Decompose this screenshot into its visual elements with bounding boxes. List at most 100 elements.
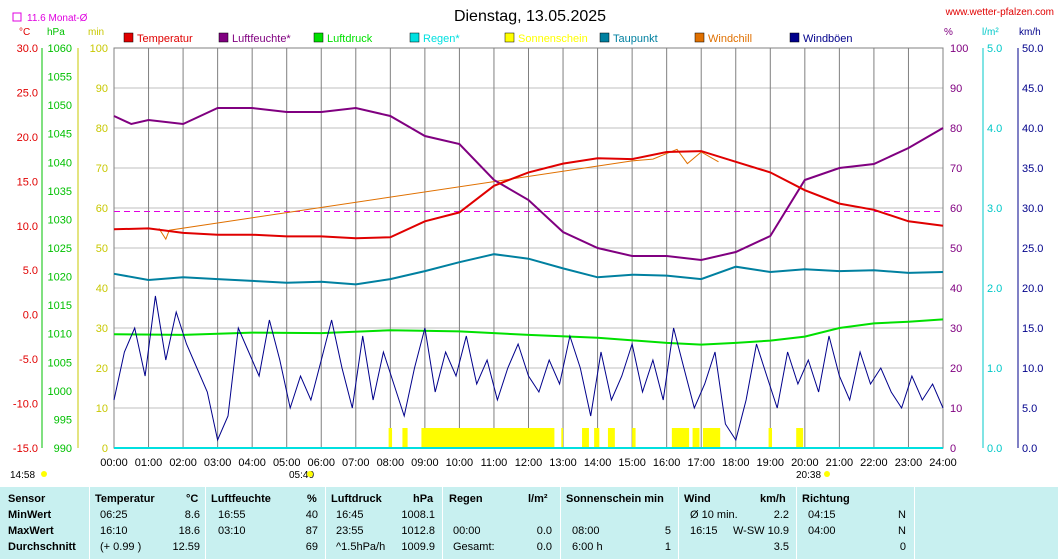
- stats-cell-press-time: 16:45: [336, 509, 364, 521]
- column-divider: [205, 487, 206, 559]
- stats-cell-label: MinWert: [8, 509, 52, 521]
- stats-cell-sun-time: 08:00: [572, 525, 600, 537]
- site-link[interactable]: www.wetter-pfalzen.com: [945, 7, 1054, 18]
- stats-cell-hum-val: 40: [305, 509, 318, 521]
- legend-label-regen: Regen*: [423, 33, 460, 45]
- stats-cell-rain-val: 0.0: [536, 541, 552, 553]
- sunshine-bar: [561, 428, 564, 448]
- kmh-tick-label: 20.0: [1022, 283, 1043, 295]
- kmh-tick-label: 35.0: [1022, 163, 1043, 175]
- temp-tick-label: -10.0: [13, 399, 38, 411]
- legend-swatch-windboeen: [789, 32, 800, 43]
- sunshine-bar: [402, 428, 408, 448]
- min-tick-label: 40: [96, 283, 108, 295]
- stats-cell-rain-time: Gesamt:: [453, 541, 495, 553]
- percent-tick-label: 10: [950, 403, 962, 415]
- temp-tick-label: 0.0: [23, 310, 38, 322]
- axis-unit-min: min: [88, 27, 104, 38]
- percent-tick-label: 0: [950, 443, 956, 455]
- stats-cell-press-val: 1008.1: [401, 509, 435, 521]
- stats-cell-dir-time: 04:15: [808, 509, 836, 521]
- header-wind-unit: km/h: [760, 493, 786, 505]
- temp-tick-label: -15.0: [13, 443, 38, 455]
- hpa-tick-label: 995: [54, 414, 72, 426]
- sunshine-bar: [594, 428, 600, 448]
- min-tick-label: 50: [96, 243, 108, 255]
- month-avg-label: 11.6 Monat-Ø: [27, 13, 88, 24]
- stats-cell-temp-time: 06:25: [100, 509, 128, 521]
- sunshine-bar: [582, 428, 589, 448]
- stats-cell-sun-val: 5: [664, 525, 671, 537]
- stats-cell-wind-time: Ø 10 min.: [690, 509, 738, 521]
- lm2-tick-label: 3.0: [987, 203, 1002, 215]
- percent-tick-label: 100: [950, 43, 968, 55]
- kmh-tick-label: 25.0: [1022, 243, 1043, 255]
- month-avg-marker-icon: [12, 12, 22, 22]
- x-tick-label: 11:00: [481, 457, 508, 469]
- hpa-tick-label: 1000: [48, 386, 72, 398]
- kmh-tick-label: 40.0: [1022, 123, 1043, 135]
- legend-swatch-taupunkt: [599, 32, 610, 43]
- legend-label-windboeen: Windböen: [803, 33, 853, 45]
- hpa-tick-label: 1040: [48, 157, 72, 169]
- hpa-tick-label: 1030: [48, 214, 72, 226]
- stats-cell-wind-val: W-SW 10.9: [732, 525, 789, 537]
- legend-label-windchill: Windchill: [708, 33, 752, 45]
- header-luftfeuchte-unit: %: [307, 493, 317, 505]
- x-tick-label: 10:00: [446, 457, 474, 469]
- header-sonnenschein: Sonnenschein min: [566, 493, 664, 505]
- x-tick-label: 21:00: [826, 457, 854, 469]
- stats-cell-sun-val: 1: [664, 541, 671, 553]
- column-divider: [442, 487, 443, 559]
- header-temperatur: Temperatur: [95, 493, 155, 505]
- series-line-taupunkt: [113, 253, 944, 286]
- stats-cell-hum-time: 03:10: [218, 525, 246, 537]
- stats-cell-label: Durchschnitt: [8, 541, 76, 553]
- legend-label-taupunkt: Taupunkt: [613, 33, 658, 45]
- column-divider: [325, 487, 326, 559]
- x-tick-label: 00:00: [100, 457, 128, 469]
- sunshine-bar: [702, 428, 721, 448]
- x-tick-label: 18:00: [722, 457, 750, 469]
- x-tick-label: 05:00: [273, 457, 301, 469]
- legend-swatch-temperatur: [123, 32, 134, 43]
- x-tick-label: 08:00: [377, 457, 405, 469]
- sunshine-bars: [388, 428, 804, 448]
- hpa-tick-label: 1050: [48, 100, 72, 112]
- header-temperatur-unit: °C: [186, 493, 199, 505]
- legend-swatch-luftfeuchte: [218, 32, 229, 43]
- percent-tick-label: 40: [950, 283, 962, 295]
- stats-cell-dir-val: N: [898, 509, 906, 521]
- x-tick-label: 14:00: [584, 457, 612, 469]
- temp-tick-label: 20.0: [17, 132, 38, 144]
- stats-cell-dir-val: N: [898, 525, 906, 537]
- chart-legend: Temperatur Luftfeuchte* Luftdruck Regen* Son…: [123, 32, 853, 45]
- stats-cell-wind-val: 3.5: [773, 541, 789, 553]
- min-tick-label: 10: [96, 403, 108, 415]
- axis-unit-hpa: hPa: [47, 27, 65, 38]
- series-line-luftfeuchte: [113, 106, 944, 262]
- legend-label-luftfeuchte: Luftfeuchte*: [232, 33, 291, 45]
- sunrise-time: 05:40: [289, 470, 314, 481]
- axis-unit-temp: °C: [19, 27, 30, 38]
- sunshine-bar: [421, 428, 555, 448]
- temp-tick-label: 25.0: [17, 87, 38, 99]
- stats-cell-wind-time: 16:15: [690, 525, 718, 537]
- stats-cell-hum-val: 69: [305, 541, 318, 553]
- sunrise-icon: [307, 471, 313, 477]
- stats-cell-temp-time: 16:10: [100, 525, 128, 537]
- right-axis-ticks: 10090807060504030201005.04.03.02.01.00.0…: [950, 43, 1043, 455]
- legend-swatch-luftdruck: [313, 32, 324, 43]
- min-tick-label: 70: [96, 163, 108, 175]
- x-tick-label: 13:00: [549, 457, 577, 469]
- percent-tick-label: 60: [950, 203, 962, 215]
- percent-tick-label: 50: [950, 243, 962, 255]
- hpa-tick-label: 990: [54, 443, 72, 455]
- series-line-windchill: [158, 148, 719, 241]
- stats-cell-rain-time: 00:00: [453, 525, 481, 537]
- hpa-tick-label: 1005: [48, 357, 72, 369]
- percent-tick-label: 80: [950, 123, 962, 135]
- current-time-label: 14:58: [10, 470, 35, 481]
- lm2-tick-label: 4.0: [987, 123, 1002, 135]
- sunset-icon: [824, 471, 830, 477]
